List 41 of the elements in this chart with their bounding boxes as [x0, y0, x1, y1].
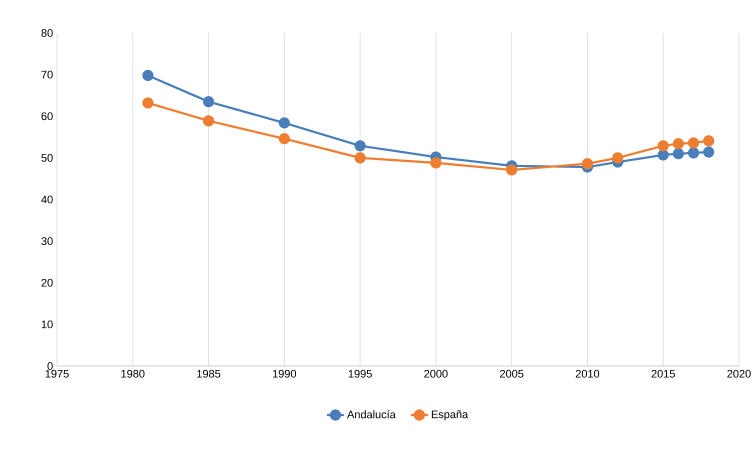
point: [202, 115, 214, 126]
x-tick-label: 1985: [197, 370, 220, 378]
y-tick-label: 10: [42, 320, 53, 328]
y-tick-label: 60: [42, 112, 53, 120]
point: [354, 152, 366, 164]
point: [658, 140, 669, 152]
point: [354, 140, 366, 152]
point: [506, 164, 518, 176]
y-tick-label: 40: [41, 196, 53, 204]
point: [142, 97, 154, 109]
y-tick-label: 0: [47, 362, 53, 370]
point: [672, 138, 684, 150]
y-tick-label: 20: [42, 278, 53, 287]
y-tick-label: 80: [41, 29, 53, 37]
x-tick-label: 1975: [46, 370, 69, 378]
point: [658, 149, 669, 161]
point: [688, 147, 700, 158]
point: [582, 158, 594, 170]
x-tick-label: 1980: [121, 370, 145, 378]
point: [672, 148, 684, 160]
legend-label: Andalucía: [347, 410, 396, 418]
point: [142, 70, 154, 82]
point: [278, 133, 290, 144]
point: [202, 96, 214, 108]
point: [612, 152, 624, 164]
x-tick-label: 1995: [348, 370, 372, 378]
x-tick-label: 2020: [727, 370, 751, 378]
x-tick-label: 2015: [652, 370, 675, 378]
y-tick-label: 70: [42, 70, 53, 79]
y-tick-label: 30: [41, 237, 53, 246]
x-tick-label: 2005: [500, 370, 524, 378]
point: [430, 157, 442, 168]
point: [703, 135, 714, 146]
y-tick-label: 50: [41, 154, 53, 162]
x-tick-label: 2010: [576, 370, 600, 378]
point: [278, 117, 290, 128]
x-tick-label: 2000: [424, 370, 448, 378]
legend-label: España: [432, 410, 468, 420]
point: [688, 137, 700, 148]
point: [703, 146, 714, 158]
x-tick-label: 1990: [272, 370, 296, 378]
